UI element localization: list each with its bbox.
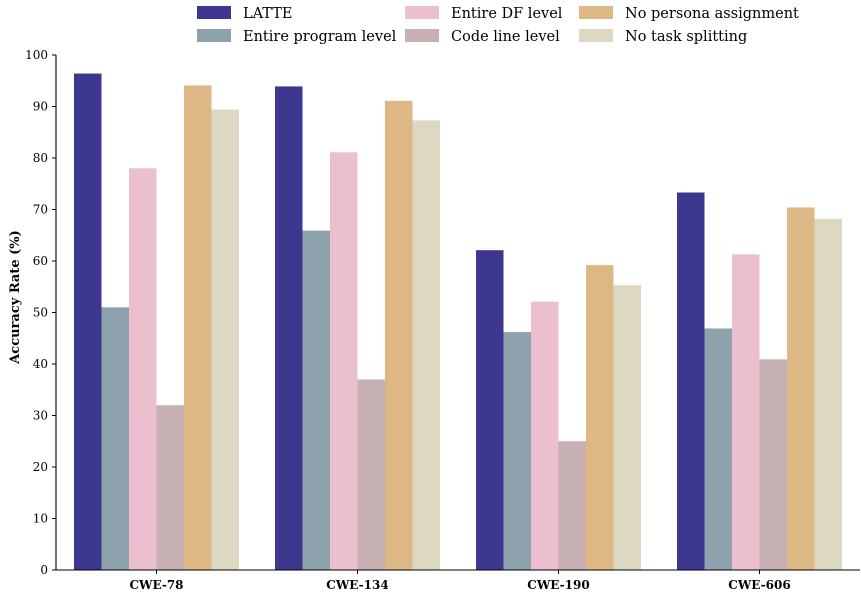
bar-code-line-level-cwe-78 — [156, 405, 184, 570]
bar-entire-program-level-cwe-190 — [503, 332, 531, 570]
bar-code-line-level-cwe-190 — [558, 441, 586, 570]
legend-label-entire-df-level: Entire DF level — [451, 6, 563, 22]
bar-no-persona-assignment-cwe-78 — [184, 85, 212, 570]
x-tick-label-cwe-78: CWE-78 — [129, 578, 183, 592]
y-tick-label-90: 90 — [33, 100, 48, 114]
legend-label-code-line-level: Code line level — [451, 29, 560, 45]
axes: 0 10 20 30 40 50 60 70 80 90 100 CWE-78 CWE-134 CWE-1… — [25, 48, 860, 592]
bar-latte-cwe-606 — [677, 192, 705, 570]
bar-no-persona-assignment-cwe-190 — [586, 265, 614, 570]
bar-no-task-splitting-cwe-78 — [211, 109, 239, 570]
bar-entire-program-level-cwe-78 — [101, 307, 129, 570]
bar-entire-df-level-cwe-190 — [531, 301, 559, 570]
bars-group — [74, 73, 842, 571]
bar-latte-cwe-78 — [74, 73, 102, 570]
bar-no-task-splitting-cwe-606 — [814, 218, 842, 570]
bar-entire-df-level-cwe-134 — [330, 152, 358, 570]
legend-swatch-no-task-splitting — [579, 29, 613, 42]
bar-no-task-splitting-cwe-134 — [412, 120, 440, 571]
legend-swatch-entire-program-level — [197, 29, 231, 42]
bar-code-line-level-cwe-606 — [759, 359, 787, 570]
bar-entire-df-level-cwe-606 — [732, 254, 760, 570]
bar-no-persona-assignment-cwe-606 — [787, 207, 815, 570]
y-tick-label-70: 70 — [33, 203, 48, 217]
legend-label-latte: LATTE — [243, 6, 293, 22]
bar-entire-program-level-cwe-134 — [302, 230, 330, 570]
y-tick-label-30: 30 — [33, 409, 48, 423]
bar-no-persona-assignment-cwe-134 — [385, 100, 413, 570]
y-tick-label-80: 80 — [33, 151, 48, 165]
x-tick-label-cwe-606: CWE-606 — [728, 578, 790, 592]
legend-label-no-persona-assignment: No persona assignment — [625, 6, 799, 22]
legend-swatch-latte — [197, 6, 231, 19]
legend-label-entire-program-level: Entire program level — [243, 29, 397, 45]
y-axis-label: Accuracy Rate (%) — [8, 230, 23, 365]
legend-swatch-code-line-level — [405, 29, 439, 42]
bar-entire-program-level-cwe-606 — [704, 328, 732, 570]
x-tick-label-cwe-134: CWE-134 — [326, 578, 388, 592]
bar-latte-cwe-190 — [476, 250, 504, 570]
legend-label-no-task-splitting: No task splitting — [625, 29, 747, 45]
bar-no-task-splitting-cwe-190 — [613, 285, 641, 570]
legend-swatch-entire-df-level — [405, 6, 439, 19]
y-tick-label-100: 100 — [25, 48, 48, 62]
legend: LATTE Entire program level Entire DF level… — [197, 6, 799, 45]
bar-latte-cwe-134 — [275, 86, 303, 570]
y-tick-label-40: 40 — [33, 357, 48, 371]
y-tick-label-0: 0 — [40, 563, 48, 577]
x-tick-label-cwe-190: CWE-190 — [527, 578, 589, 592]
y-tick-label-60: 60 — [33, 254, 48, 268]
bar-entire-df-level-cwe-78 — [129, 168, 157, 571]
y-tick-label-10: 10 — [33, 512, 48, 526]
y-tick-label-50: 50 — [33, 306, 48, 320]
legend-swatch-no-persona-assignment — [579, 6, 613, 19]
bar-code-line-level-cwe-134 — [357, 379, 385, 570]
y-tick-label-20: 20 — [33, 460, 48, 474]
